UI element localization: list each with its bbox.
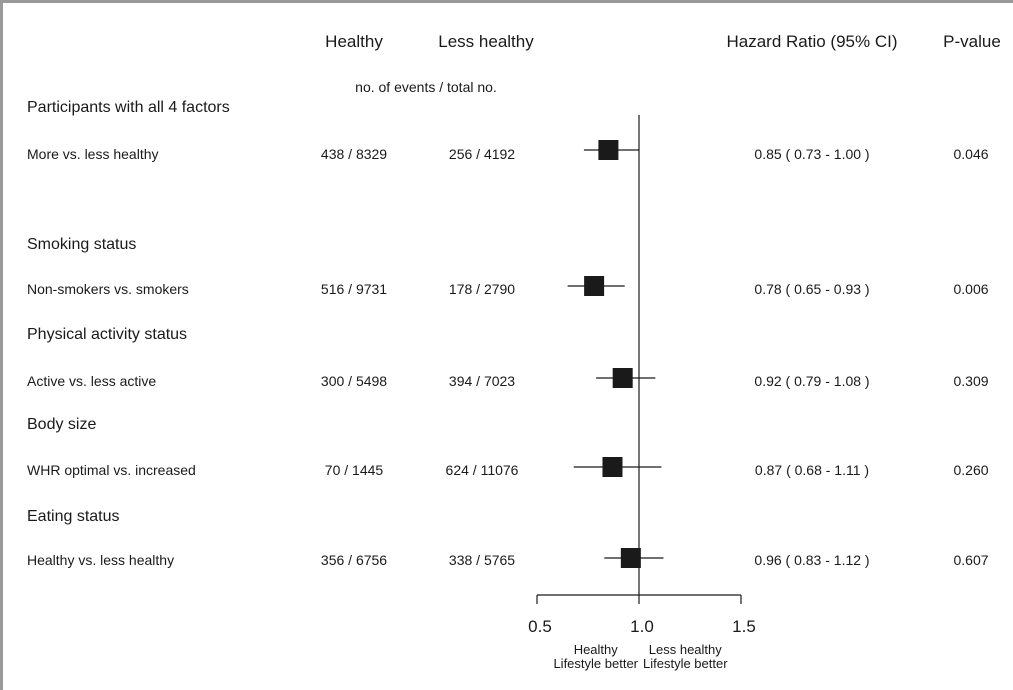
- point-estimate-square: [584, 276, 605, 296]
- row-p-value: 0.046: [953, 146, 989, 162]
- row-healthy-count: 438 / 8329: [320, 146, 388, 162]
- row-p-value: 0.309: [953, 373, 989, 389]
- row-label-healthy-eating: Healthy vs. less healthy: [27, 552, 175, 568]
- col-header-healthy: Healthy: [325, 32, 383, 51]
- footer-healthy-line1: Healthy: [573, 642, 618, 657]
- row-label-whr: WHR optimal vs. increased: [27, 462, 196, 478]
- x-tick-label: 1.0: [630, 617, 654, 636]
- section-title-eating: Eating status: [27, 508, 120, 525]
- row-less-healthy-count: 256 / 4192: [448, 146, 516, 162]
- row-less-healthy-count: 394 / 7023: [448, 373, 516, 389]
- footer-healthy-line2: Lifestyle better: [553, 656, 638, 671]
- section-title-body-size: Body size: [27, 416, 97, 433]
- point-estimate-square: [612, 368, 633, 388]
- x-tick-label: 1.5: [732, 617, 756, 636]
- row-hazard-ratio-ci: 0.85 ( 0.73 - 1.00 ): [754, 146, 870, 162]
- row-hazard-ratio-ci: 0.92 ( 0.79 - 1.08 ): [754, 373, 870, 389]
- x-tick-label: 0.5: [528, 617, 552, 636]
- point-estimate-square: [620, 548, 641, 568]
- row-hazard-ratio-ci: 0.96 ( 0.83 - 1.12 ): [754, 552, 870, 568]
- row-hazard-ratio-ci: 0.78 ( 0.65 - 0.93 ): [754, 281, 870, 297]
- col-header-less-healthy: Less healthy: [438, 32, 534, 51]
- forest-plot-svg: [536, 115, 742, 604]
- point-estimate-square: [598, 140, 619, 160]
- row-p-value: 0.607: [953, 552, 989, 568]
- row-p-value: 0.006: [953, 281, 989, 297]
- footer-less-line1: Less healthy: [648, 642, 722, 657]
- section-title-all-factors: Participants with all 4 factors: [27, 99, 230, 116]
- row-label-non-smokers: Non-smokers vs. smokers: [27, 281, 189, 297]
- row-healthy-count: 300 / 5498: [320, 373, 388, 389]
- row-p-value: 0.260: [953, 462, 989, 478]
- point-estimate-square: [602, 457, 623, 477]
- col-header-hazard-ratio: Hazard Ratio (95% CI): [726, 32, 898, 51]
- footer-healthy-better: Healthy Lifestyle better: [553, 643, 638, 671]
- row-label-more-vs-less: More vs. less healthy: [27, 146, 159, 162]
- row-less-healthy-count: 338 / 5765: [448, 552, 516, 568]
- row-hazard-ratio-ci: 0.87 ( 0.68 - 1.11 ): [754, 462, 870, 478]
- events-subheader: no. of events / total no.: [355, 79, 497, 95]
- col-header-p-value: P-value: [943, 32, 1001, 51]
- row-healthy-count: 516 / 9731: [320, 281, 388, 297]
- footer-less-line2: Lifestyle better: [643, 656, 728, 671]
- section-title-physical-activity: Physical activity status: [27, 326, 188, 343]
- row-label-active: Active vs. less active: [27, 373, 157, 389]
- row-healthy-count: 356 / 6756: [320, 552, 388, 568]
- row-healthy-count: 70 / 1445: [324, 462, 384, 478]
- row-less-healthy-count: 178 / 2790: [448, 281, 516, 297]
- row-less-healthy-count: 624 / 11076: [445, 462, 519, 478]
- section-title-smoking: Smoking status: [27, 236, 137, 253]
- footer-less-healthy-better: Less healthy Lifestyle better: [643, 643, 728, 671]
